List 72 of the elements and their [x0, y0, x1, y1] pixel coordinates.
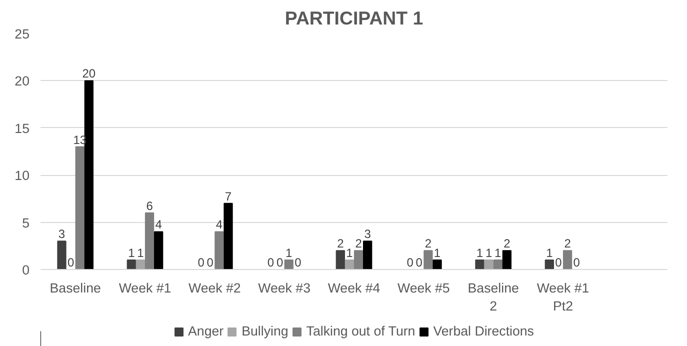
legend-label: Talking out of Turn	[306, 324, 416, 338]
data-label: 0	[67, 256, 74, 270]
data-label: 3	[364, 227, 372, 242]
legend-label: Verbal Directions	[433, 324, 534, 338]
x-tick-label: Week #1	[118, 280, 172, 296]
data-label: 1	[476, 246, 484, 260]
bar	[562, 250, 572, 270]
bar	[344, 260, 354, 270]
data-label: 0	[555, 256, 562, 270]
data-label: 0	[406, 256, 414, 270]
bar	[284, 260, 294, 270]
x-tick-label: Week #4	[328, 280, 381, 296]
data-label: 0	[267, 256, 274, 270]
bar	[432, 260, 442, 270]
legend-label: Bullying	[242, 324, 288, 338]
bar	[544, 260, 554, 270]
chart-title: PARTICIPANT 1	[284, 8, 424, 28]
data-label: 0	[206, 256, 214, 270]
data-label: 4	[155, 218, 162, 232]
bar	[84, 80, 94, 270]
bar	[57, 240, 66, 270]
x-tick-label: Week #1 Pt2	[536, 280, 590, 314]
x-tick-label: Baseline	[50, 280, 101, 296]
bar	[475, 260, 484, 270]
data-label: 0	[294, 256, 302, 270]
data-label: 2	[424, 236, 432, 251]
bar	[493, 260, 502, 270]
data-label: 1	[137, 246, 144, 260]
data-label: 0	[276, 256, 284, 270]
data-label: 1	[286, 246, 293, 260]
data-label: 1	[128, 246, 136, 260]
bar	[424, 250, 433, 270]
data-label: 7	[224, 189, 232, 204]
bar	[484, 260, 494, 270]
bar	[363, 240, 372, 270]
bar	[502, 250, 512, 270]
bar	[75, 146, 84, 270]
data-label: 0	[573, 256, 580, 270]
data-label: 1	[434, 246, 441, 260]
bar	[144, 212, 154, 270]
bar	[126, 260, 136, 270]
y-tick-label: 15	[14, 120, 30, 136]
y-tick-label: 10	[14, 168, 30, 184]
bar	[214, 231, 224, 270]
bar	[136, 260, 146, 270]
y-tick-label: 25	[14, 26, 30, 42]
y-tick-label: 20	[14, 74, 30, 89]
data-label: 20	[82, 66, 96, 81]
data-label: 0	[416, 256, 423, 270]
data-label: 1	[485, 246, 492, 260]
data-label: 2	[337, 236, 344, 251]
data-label: 6	[146, 198, 154, 213]
bar	[336, 250, 345, 270]
y-tick-label: 5	[22, 215, 30, 230]
data-label: 2	[564, 236, 572, 251]
data-label: 1	[494, 246, 502, 260]
data-label: 4	[216, 218, 223, 232]
x-tick-label: Week #5	[397, 280, 450, 296]
data-label: 1	[346, 246, 354, 260]
data-label: 2	[355, 236, 362, 251]
data-label: 0	[198, 256, 205, 270]
legend-label: Anger	[188, 324, 224, 338]
bar	[354, 250, 364, 270]
y-tick-label: 0	[22, 262, 30, 278]
bar	[224, 202, 233, 270]
data-label: 3	[58, 227, 66, 242]
data-label: 1	[546, 246, 554, 260]
x-tick-label: Week #3	[258, 280, 311, 296]
x-tick-label: Baseline 2	[468, 280, 519, 314]
bar	[154, 231, 164, 270]
data-label: 2	[504, 236, 511, 251]
x-tick-label: Week #2	[188, 280, 241, 296]
